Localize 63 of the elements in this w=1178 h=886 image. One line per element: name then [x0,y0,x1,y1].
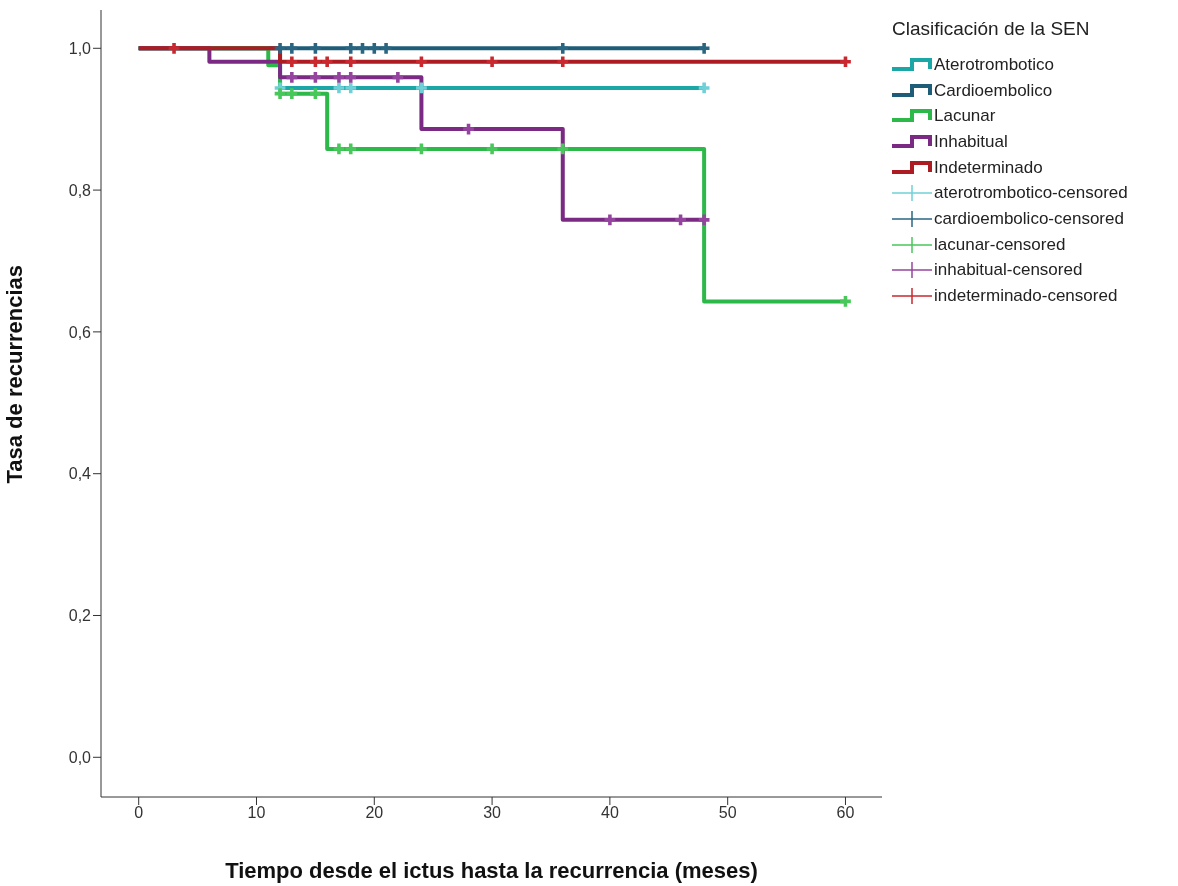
point [168,42,180,54]
y-tick-label: 0,2 [68,607,92,625]
point [333,82,345,94]
point [486,143,498,155]
point [368,42,380,54]
x-tick-label: 40 [600,804,619,822]
point [557,143,569,155]
point [392,71,404,83]
point [345,82,357,94]
point [840,56,851,68]
point [333,143,345,155]
x-tick-label: 10 [247,804,266,822]
x-tick-label: 30 [483,804,502,822]
legend-label: Lacunar [934,106,996,127]
point [345,56,357,68]
point [274,42,286,54]
point [557,56,569,68]
point [463,123,474,135]
point [698,42,710,54]
point [310,42,321,54]
legend-label: Inhabitual [934,131,1008,152]
legend-label: lacunar-censored [934,234,1066,255]
legend-title: Clasificación de la SEN [892,18,1091,40]
y-axis-title: Tasa de recurrencias [1,265,27,484]
point [698,82,710,94]
x-tick-label: 60 [836,804,855,822]
legend-label: indeterminado-censored [934,286,1118,307]
legend-label: aterotrombotico-censored [934,183,1128,204]
point [698,214,710,226]
legend-label: Indeterminado [934,157,1043,178]
y-tick-label: 1,0 [68,39,92,57]
y-tick-label: 0,0 [68,748,92,766]
point [286,88,298,100]
point [286,56,298,68]
point [310,56,321,68]
y-tick-label: 0,4 [68,465,92,483]
x-axis-title: Tiempo desde el ictus hasta la recurrencia (meses) [225,858,758,883]
x-tick-label: 0 [134,804,144,822]
y-tick-label: 0,6 [68,323,92,341]
point [416,143,427,155]
legend-label: inhabitual-censored [934,260,1083,281]
point [486,56,498,68]
point [333,71,345,83]
point [345,71,357,83]
legend-label: Cardioembolico [934,80,1053,101]
point [557,42,569,54]
point [274,88,286,100]
x-tick-label: 50 [718,804,737,822]
point [380,42,392,54]
point [321,56,333,68]
point [286,42,298,54]
point [357,42,368,54]
point [416,56,427,68]
legend-label: cardioembolico-censored [934,208,1124,229]
legend-label: Aterotrombotico [934,54,1054,75]
y-tick-label: 0,8 [68,181,92,199]
point [675,214,686,226]
point [345,143,357,155]
point [286,71,298,83]
point [416,82,427,94]
point [345,42,357,54]
point [604,214,616,226]
x-tick-label: 20 [365,804,384,822]
